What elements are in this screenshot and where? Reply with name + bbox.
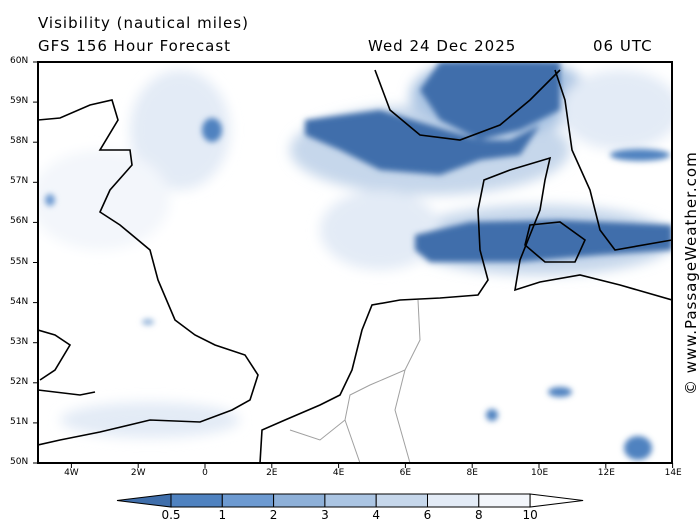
colorbar-label: 0.5 <box>161 508 181 522</box>
colorbar-segment <box>273 493 326 508</box>
lat-tick-label: 50N <box>10 457 29 467</box>
lon-tick-label: 14E <box>664 468 682 478</box>
colorbar-label: 1 <box>218 508 227 522</box>
map-title: Visibility (nautical miles) <box>38 14 249 32</box>
lat-tick-label: 53N <box>10 336 29 347</box>
colorbar <box>116 493 584 508</box>
colorbar-segment <box>375 493 429 508</box>
colorbar-label: 3 <box>321 508 329 522</box>
colorbar-segment <box>478 493 531 508</box>
lon-tick-label: 6E <box>399 468 412 478</box>
lon-tick-label: 0 <box>202 468 208 478</box>
lon-tick-label: 12E <box>597 468 615 478</box>
colorbar-label: 6 <box>423 508 432 522</box>
coastlines <box>38 69 672 463</box>
colorbar-segment <box>324 493 377 508</box>
lon-tick-label: 2E <box>266 468 278 478</box>
lon-tick-label: 10E <box>531 468 549 478</box>
watermark: © www.PassageWeather.com <box>682 151 700 395</box>
forecast-label: GFS 156 Hour Forecast <box>38 37 232 55</box>
lat-tick-label: 60N <box>10 56 29 66</box>
lon-tick-label: 2W <box>130 468 146 478</box>
colorbar-max-arrow <box>529 493 584 508</box>
colorbar-label: 4 <box>372 508 381 522</box>
colorbar-label: 10 <box>522 508 538 522</box>
lat-tick-label: 55N <box>10 256 29 267</box>
lat-tick-label: 52N <box>10 376 29 387</box>
country-borders <box>289 299 421 463</box>
visibility-field <box>38 62 672 463</box>
colorbar-segment <box>170 493 223 508</box>
forecast-time: 06 UTC <box>593 37 653 55</box>
colorbar-segment <box>221 493 275 508</box>
lat-tick-label: 58N <box>10 136 29 147</box>
colorbar-min-arrow <box>116 493 172 508</box>
lon-tick-label: 4E <box>332 468 345 478</box>
forecast-date: Wed 24 Dec 2025 <box>368 37 517 55</box>
lat-tick-label: 51N <box>10 416 29 427</box>
lon-tick-label: 8E <box>466 468 478 478</box>
colorbar-label: 2 <box>269 508 278 522</box>
lon-tick-label: 4W <box>64 468 79 478</box>
lat-tick-label: 54N <box>10 296 29 307</box>
lat-tick-label: 57N <box>10 176 29 187</box>
lat-tick-label: 56N <box>10 216 29 227</box>
lat-tick-label: 59N <box>10 96 29 107</box>
colorbar-label: 8 <box>474 508 483 522</box>
colorbar-segment <box>427 493 480 508</box>
